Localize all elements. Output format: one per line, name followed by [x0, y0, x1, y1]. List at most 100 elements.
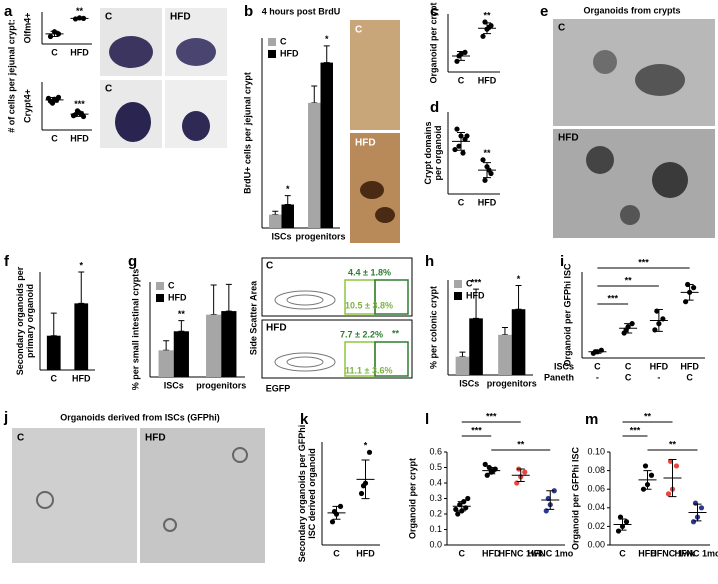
- error-bar: [459, 351, 466, 358]
- contour: [286, 294, 324, 306]
- x-tick-label: HFD: [72, 373, 91, 383]
- image-title: Organoids from crypts: [583, 5, 680, 15]
- flow-plot: [261, 319, 413, 379]
- axis-label: Side Scatter Area: [248, 280, 258, 355]
- data-point: [456, 143, 462, 149]
- x-tick-label: -: [596, 372, 599, 382]
- data-point: [698, 505, 705, 511]
- y-tick-label: 0.00: [587, 539, 605, 549]
- error-bar: [457, 50, 465, 61]
- error-bar: [210, 284, 217, 316]
- panel-letter: a: [4, 3, 13, 20]
- gate: [374, 341, 409, 377]
- data-point: [454, 58, 460, 64]
- x-tick-label: C: [51, 47, 58, 57]
- image-label: C: [266, 261, 273, 272]
- x-tick-label: C: [625, 372, 632, 382]
- organoid: [232, 447, 248, 463]
- significance: *: [286, 184, 290, 194]
- error-bar: [457, 501, 466, 512]
- legend-label: C: [168, 280, 175, 290]
- stain: [182, 111, 210, 141]
- significance: **: [669, 439, 677, 449]
- organoid: [163, 518, 177, 532]
- error-bar: [75, 111, 84, 117]
- significance: **: [483, 148, 491, 158]
- y-axis-label: Olfm4+: [22, 13, 32, 44]
- error-bar: [163, 340, 170, 351]
- error-bar: [284, 195, 291, 206]
- data-point: [465, 495, 471, 502]
- x-tick-label: C: [594, 361, 601, 371]
- legend-swatch: [268, 50, 276, 58]
- legend-label: C: [466, 278, 473, 288]
- x-tick-label: progenitors: [487, 378, 537, 388]
- error-bar: [473, 288, 480, 319]
- significance: *: [364, 441, 368, 451]
- gate: [374, 279, 409, 315]
- image-label: C: [355, 25, 362, 36]
- image-label: C: [105, 12, 112, 23]
- data-point: [366, 449, 373, 455]
- y-axis-label: Secondary organoids perprimary organoid: [15, 266, 35, 375]
- legend-swatch: [156, 282, 164, 290]
- data-point: [673, 463, 680, 469]
- panel-letter: f: [4, 253, 10, 270]
- y-tick-label: 0.10: [587, 446, 605, 456]
- image-label: HFD: [558, 133, 579, 144]
- image: [553, 19, 715, 126]
- data-point: [667, 458, 674, 464]
- data-point: [482, 461, 488, 467]
- image-label: C: [558, 23, 565, 34]
- data-point: [617, 514, 624, 520]
- x-tick-label: C: [51, 133, 58, 143]
- data-point: [615, 528, 622, 534]
- row-label: Paneth: [544, 372, 574, 382]
- legend-label: HFD: [280, 48, 299, 58]
- y-tick-label: 0.02: [587, 521, 605, 531]
- legend-swatch: [454, 280, 462, 288]
- error-bar: [593, 349, 602, 354]
- x-tick-label: HFD: [70, 47, 89, 57]
- y-tick-label: 0.08: [587, 465, 605, 475]
- panel-letter: l: [425, 411, 429, 428]
- bar: [46, 335, 61, 370]
- x-tick-label: progenitors: [295, 231, 345, 241]
- image: [140, 428, 265, 563]
- label-line: Crypt domains: [423, 121, 433, 184]
- data-point: [480, 33, 486, 39]
- y-axis-label: Organoid per crypt: [407, 458, 417, 539]
- error-bar: [516, 468, 525, 482]
- x-tick-label: HFD: [650, 361, 669, 371]
- x-tick-label: C: [51, 373, 58, 383]
- significance: ***: [638, 257, 649, 267]
- error-bar: [311, 85, 318, 104]
- error-bar: [323, 45, 330, 64]
- bar: [320, 62, 333, 229]
- y-axis-label: BrdU+ cells per jejunal crypt: [242, 72, 252, 194]
- organoid: [635, 64, 685, 96]
- data-point: [460, 150, 466, 156]
- image-title: Organoids derived from ISCs (GFPhi): [60, 412, 220, 422]
- y-tick-label: 0.2: [429, 508, 442, 518]
- label-line: Secondary organoids per GFPhi: [297, 425, 307, 563]
- panel-letter: c: [430, 3, 438, 20]
- panel-letter: e: [540, 3, 548, 20]
- bar: [206, 314, 222, 377]
- significance: **: [625, 275, 633, 285]
- flow-plots-g: C 4.4 ± 1.8% 10.5 ± 3.8% HFD 7.7 ± 2.2% …: [248, 257, 413, 393]
- x-tick-label: HFD: [70, 133, 89, 143]
- y-axis-label: Organoid per GFPhi ISC: [562, 263, 572, 367]
- x-tick-label: C: [459, 548, 466, 558]
- x-tick-label: ISCs: [164, 380, 184, 390]
- error-bar: [50, 97, 59, 103]
- x-tick-label: C: [625, 361, 632, 371]
- y-axis-label: Organoid per GFPhi ISC: [570, 446, 580, 550]
- error-bar: [501, 327, 508, 336]
- y-axis-label: # of cells per jejunal crypt:: [6, 19, 16, 133]
- bar: [308, 102, 321, 228]
- data-point: [454, 126, 460, 132]
- bar: [221, 311, 237, 377]
- x-tick-label: C: [458, 197, 465, 207]
- legend-label: HFD: [466, 290, 485, 300]
